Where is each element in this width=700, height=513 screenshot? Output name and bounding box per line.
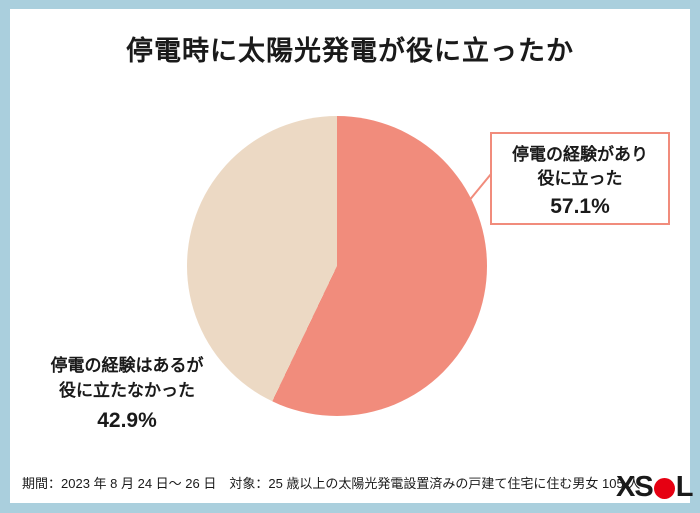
chart-title: 停電時に太陽光発電が役に立ったか	[126, 36, 574, 66]
slice-label-useful-line1: 停電の経験があり	[512, 145, 648, 164]
survey-note: 期間：2023 年 8 月 24 日～ 26 日 対象：25 歳以上の太陽光発電…	[22, 476, 641, 491]
chart-canvas: 停電時に太陽光発電が役に立ったか 停電の経験があり 役に立った 57.1% 停電…	[10, 9, 694, 504]
callout-plain-not-useful: 停電の経験はあるが 役に立たなかった 42.9%	[17, 353, 237, 433]
xsol-logo: XS L	[616, 471, 694, 504]
slice-label-not-useful-line2: 役に立たなかった	[59, 381, 195, 400]
logo-sun-dot	[653, 478, 675, 499]
callout-box-useful: 停電の経験があり 役に立った 57.1%	[490, 132, 670, 225]
pie-chart	[187, 116, 487, 416]
slice-label-not-useful-line1: 停電の経験はあるが	[50, 356, 204, 375]
leader-line	[467, 173, 492, 203]
logo-text-prefix: XS	[616, 471, 654, 503]
slice-percent-not-useful: 42.9%	[97, 409, 157, 432]
slice-label-useful-line2: 役に立った	[537, 169, 623, 188]
slice-percent-useful: 57.1%	[550, 195, 610, 218]
logo-text-suffix: L	[675, 471, 694, 503]
